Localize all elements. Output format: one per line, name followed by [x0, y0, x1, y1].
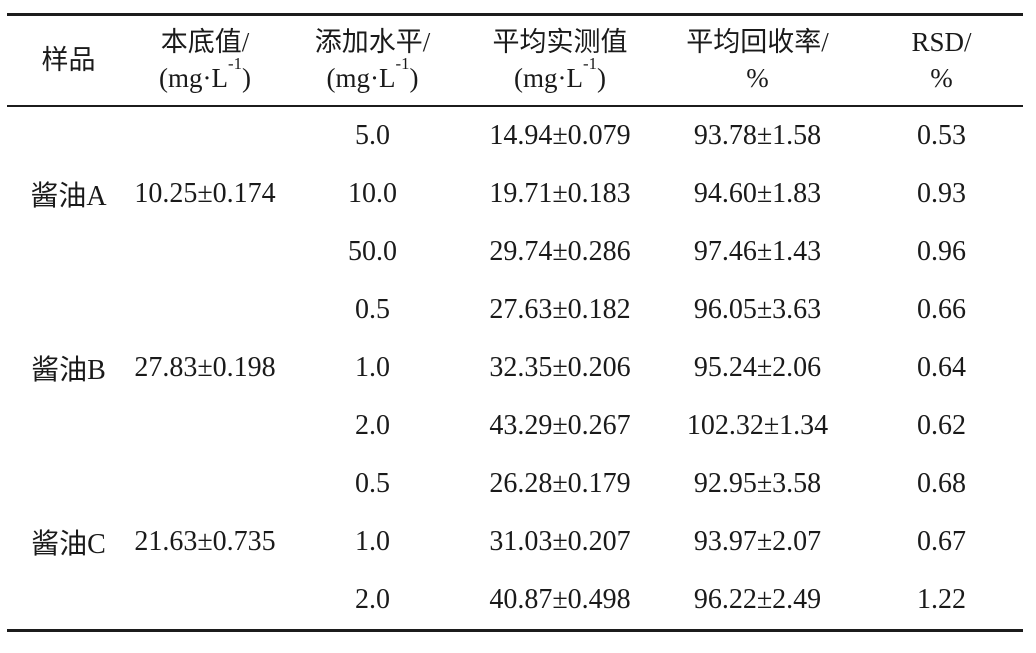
- measured-value-cell: 27.63±0.182: [489, 294, 631, 325]
- measured-value-cell: 32.35±0.206: [489, 352, 631, 383]
- spike-level-cell: 5.0: [355, 120, 390, 151]
- rsd-cell: 0.64: [917, 352, 966, 383]
- spike-level-cell: 1.0: [355, 526, 390, 557]
- sample-cell: 酱油B: [31, 355, 106, 386]
- table-row: 50.0 29.74±0.286 97.46±1.43 0.96: [7, 223, 1023, 281]
- col-header-measured-unit: (mg·L-1): [514, 53, 606, 93]
- col-header-measured-value: 平均实测值 (mg·L-1): [465, 14, 655, 107]
- recovery-cell: 93.78±1.58: [693, 120, 822, 151]
- measured-value-cell: 31.03±0.207: [489, 526, 631, 557]
- measured-value-cell: 19.71±0.183: [489, 178, 631, 209]
- col-header-spike-line1: 添加水平/: [314, 26, 431, 57]
- rsd-cell: 1.22: [917, 584, 966, 615]
- rsd-cell: 0.67: [917, 526, 966, 557]
- table-header-row: 样品 本底值/ (mg·L-1) 添加水平/ (mg·L-1) 平均实测值 (m…: [7, 14, 1023, 107]
- col-header-recovery-line2: %: [746, 62, 769, 93]
- rsd-cell: 0.62: [917, 410, 966, 441]
- background-value-cell: 21.63±0.735: [134, 526, 276, 557]
- recovery-cell: 94.60±1.83: [693, 178, 822, 209]
- rsd-cell: 0.93: [917, 178, 966, 209]
- col-header-sample-label: 样品: [41, 44, 96, 75]
- spike-level-cell: 10.0: [348, 178, 397, 209]
- col-header-spike-unit: (mg·L-1): [326, 53, 419, 93]
- background-value-cell: 10.25±0.174: [134, 178, 276, 209]
- spike-level-cell: 0.5: [355, 468, 390, 499]
- table-row: 酱油B 27.83±0.198 0.5 27.63±0.182 96.05±3.…: [7, 281, 1023, 386]
- recovery-cell: 92.95±3.58: [693, 468, 822, 499]
- table-row: 酱油C 21.63±0.735 0.5 26.28±0.179 92.95±3.…: [7, 455, 1023, 560]
- measured-value-cell: 29.74±0.286: [489, 236, 631, 267]
- col-header-recovery-rate: 平均回收率/ %: [655, 14, 860, 107]
- spike-level-cell: 1.0: [355, 352, 390, 383]
- table-row: 2.0 43.29±0.267 102.32±1.34 0.62: [7, 397, 1023, 455]
- spike-level-cell: 50.0: [348, 236, 397, 267]
- rsd-cell: 0.53: [917, 120, 966, 151]
- table-row: 1.0 32.35±0.206 95.24±2.06 0.64: [7, 339, 1023, 397]
- spike-level-cell: 2.0: [355, 410, 390, 441]
- col-header-recovery-line1: 平均回收率/: [686, 26, 829, 57]
- measured-value-cell: 43.29±0.267: [489, 410, 631, 441]
- recovery-results-table: 样品 本底值/ (mg·L-1) 添加水平/ (mg·L-1) 平均实测值 (m…: [7, 13, 1023, 632]
- col-header-sample: 样品: [7, 14, 130, 107]
- measured-value-cell: 26.28±0.179: [489, 468, 631, 499]
- table-row: 10.0 19.71±0.183 94.60±1.83 0.93: [7, 165, 1023, 223]
- background-value-cell: 27.83±0.198: [134, 352, 276, 383]
- rsd-cell: 0.68: [917, 468, 966, 499]
- table-row: 2.0 40.87±0.498 96.22±2.49 1.22: [7, 571, 1023, 631]
- spike-level-cell: 2.0: [355, 584, 390, 615]
- measured-value-cell: 14.94±0.079: [489, 120, 631, 151]
- col-header-rsd-line2: %: [930, 62, 953, 93]
- recovery-cell: 96.22±2.49: [693, 584, 822, 615]
- col-header-spike-level: 添加水平/ (mg·L-1): [280, 14, 465, 107]
- sample-cell: 酱油C: [31, 529, 106, 560]
- measured-value-cell: 40.87±0.498: [489, 584, 631, 615]
- recovery-cell: 95.24±2.06: [693, 352, 822, 383]
- rsd-cell: 0.66: [917, 294, 966, 325]
- table-row: 酱油A 10.25±0.174 5.0 14.94±0.079 93.78±1.…: [7, 106, 1023, 212]
- col-header-rsd-line1: RSD/: [911, 26, 972, 57]
- recovery-cell: 97.46±1.43: [693, 236, 822, 267]
- col-header-background-line1: 本底值/: [160, 26, 250, 57]
- col-header-measured-line1: 平均实测值: [492, 26, 628, 57]
- sample-cell: 酱油A: [30, 181, 107, 212]
- col-header-background-unit: (mg·L-1): [159, 53, 251, 93]
- spike-level-cell: 0.5: [355, 294, 390, 325]
- recovery-cell: 102.32±1.34: [686, 410, 829, 441]
- table-row: 1.0 31.03±0.207 93.97±2.07 0.67: [7, 513, 1023, 571]
- col-header-background-value: 本底值/ (mg·L-1): [130, 14, 280, 107]
- recovery-cell: 96.05±3.63: [693, 294, 822, 325]
- rsd-cell: 0.96: [917, 236, 966, 267]
- col-header-rsd: RSD/ %: [860, 14, 1023, 107]
- recovery-cell: 93.97±2.07: [693, 526, 822, 557]
